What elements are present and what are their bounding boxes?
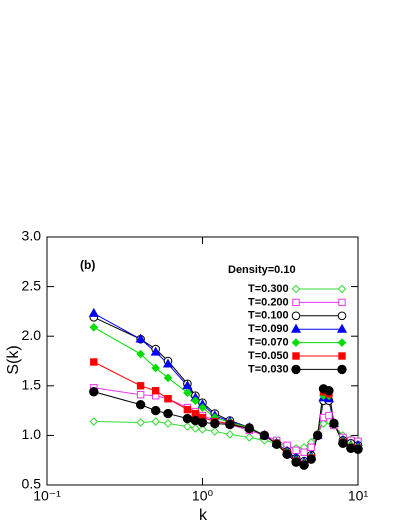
marker — [338, 438, 348, 449]
marker — [225, 430, 235, 439]
y-tick-label: 1.5 — [22, 377, 42, 393]
series-line — [93, 326, 359, 464]
legend-marker — [337, 311, 347, 321]
marker — [191, 409, 200, 418]
marker — [89, 417, 99, 426]
y-tick-label: 3.0 — [22, 228, 42, 244]
marker — [210, 418, 220, 429]
marker — [150, 346, 161, 356]
marker — [259, 430, 270, 441]
marker — [183, 422, 192, 431]
marker — [89, 322, 99, 332]
legend-marker — [291, 364, 301, 375]
y-tick-label: 0.5 — [22, 476, 42, 492]
y-axis-label: S(k) — [5, 345, 22, 374]
marker — [210, 427, 220, 436]
marker — [300, 448, 308, 456]
legend-marker — [336, 323, 348, 333]
legend-label: T=0.070 — [248, 337, 289, 349]
marker — [150, 405, 161, 416]
marker — [183, 405, 192, 414]
series-line — [93, 361, 359, 465]
marker — [183, 388, 192, 398]
marker — [329, 418, 339, 429]
marker — [163, 419, 173, 428]
legend-marker — [290, 323, 302, 333]
legend-title: Density=0.10 — [228, 264, 296, 276]
legend-marker — [337, 284, 347, 294]
marker — [244, 423, 255, 434]
marker — [307, 443, 315, 452]
marker — [306, 454, 316, 464]
marker — [191, 396, 200, 405]
marker — [88, 307, 99, 317]
marker — [198, 403, 207, 412]
marker — [151, 417, 160, 426]
y-tick-label: 1.0 — [22, 426, 42, 442]
marker — [291, 457, 301, 467]
marker — [312, 430, 323, 441]
legend-marker — [337, 364, 347, 375]
marker — [245, 433, 254, 442]
marker — [325, 411, 333, 420]
legend-label: T=0.200 — [248, 296, 289, 308]
marker — [136, 391, 145, 399]
marker — [151, 363, 160, 373]
marker — [292, 446, 300, 454]
marker — [162, 358, 174, 368]
legend-marker — [291, 284, 301, 294]
marker — [299, 460, 309, 470]
marker — [319, 419, 328, 428]
legend-label: T=0.030 — [248, 363, 289, 375]
x-tick-label: 10⁰ — [192, 488, 214, 504]
panel-label: (b) — [80, 258, 95, 272]
marker — [282, 449, 292, 459]
x-axis-label: k — [199, 507, 208, 524]
marker — [163, 408, 173, 419]
marker — [164, 394, 172, 403]
marker — [136, 382, 145, 390]
legend-marker — [338, 298, 346, 307]
marker — [198, 425, 207, 434]
marker — [191, 424, 200, 433]
marker — [89, 387, 99, 397]
marker — [197, 417, 208, 428]
marker — [136, 418, 145, 427]
legend-marker — [291, 338, 301, 347]
legend-marker — [292, 352, 300, 360]
marker — [163, 373, 173, 383]
legend-label: T=0.090 — [248, 323, 289, 335]
legend-marker — [337, 338, 347, 347]
marker — [353, 444, 363, 454]
marker — [182, 413, 193, 424]
legend-marker — [291, 311, 301, 321]
marker — [135, 399, 146, 410]
marker — [225, 419, 235, 430]
legend-marker — [292, 298, 300, 307]
marker — [136, 349, 145, 359]
y-tick-label: 2.0 — [22, 327, 42, 343]
marker — [135, 333, 146, 343]
x-tick-label: 10¹ — [348, 488, 369, 504]
marker — [151, 387, 160, 395]
marker — [271, 439, 282, 450]
legend-label: T=0.300 — [248, 283, 289, 295]
y-tick-label: 2.5 — [22, 277, 42, 293]
marker — [324, 386, 334, 396]
marker — [90, 358, 98, 366]
x-tick-label: 10⁻¹ — [33, 488, 61, 504]
legend-label: T=0.050 — [248, 350, 289, 362]
legend-label: T=0.100 — [248, 310, 289, 322]
legend-marker — [338, 352, 346, 360]
